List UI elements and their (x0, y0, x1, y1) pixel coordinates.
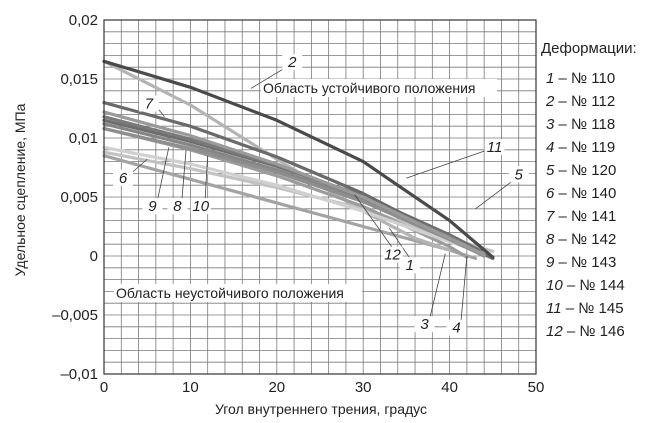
y-tick-label: –0,005 (52, 307, 98, 324)
x-tick-label: 50 (528, 379, 545, 396)
legend-title: Деформации: (541, 40, 637, 57)
curve-leader-11 (406, 145, 499, 179)
legend-number: 4 (546, 139, 559, 156)
curve-label-2: 2 (287, 54, 297, 71)
plot-frame (103, 19, 537, 375)
curve-leader-9 (155, 147, 170, 206)
legend-text: – № 118 (559, 116, 616, 133)
legend-text: – № 110 (559, 70, 616, 87)
legend-text: – № 146 (567, 323, 625, 340)
legend-entry-10: 10 – № 144 (546, 277, 625, 294)
legend-number: 1 (546, 70, 559, 87)
legend-entry-1: 1 – № 110 (546, 70, 615, 87)
curve-leader-3 (428, 253, 446, 324)
curve-label-11: 11 (487, 139, 503, 156)
curve-leader-10 (204, 155, 209, 206)
y-tick-label: 0,015 (60, 71, 98, 88)
curve-label-bg (138, 95, 159, 112)
y-tick-label: –0,01 (60, 366, 98, 383)
legend-text: – № 145 (566, 300, 624, 317)
x-tick-label: 10 (182, 379, 199, 396)
curve-label-6: 6 (119, 170, 128, 187)
x-tick-label: 40 (441, 379, 458, 396)
curve-label-8: 8 (173, 198, 182, 215)
curve-label-bg (113, 169, 134, 186)
unstable-region-label: Область неустойчивого положения (116, 285, 344, 301)
legend-entry-3: 3 – № 118 (546, 116, 615, 133)
legend-number: 10 (546, 277, 567, 294)
legend-entry-4: 4 – № 119 (546, 139, 615, 156)
legend-text: – № 120 (559, 162, 617, 179)
curve-label-12: 12 (384, 247, 401, 264)
curve-label-3: 3 (420, 316, 429, 333)
stable-region-bg (261, 79, 497, 97)
axes (103, 19, 537, 375)
curve-label-bg (282, 54, 303, 71)
curve-label-5: 5 (515, 166, 524, 183)
legend-text: – № 144 (567, 277, 625, 294)
curve-leader-12 (354, 194, 397, 254)
legend-number: 3 (546, 116, 559, 133)
curve-label-10: 10 (192, 198, 209, 215)
legend-number: 9 (546, 254, 559, 271)
curve-label-bg (399, 257, 420, 274)
x-tick-label: 30 (355, 379, 372, 396)
curve-label-bg (382, 246, 403, 263)
legend-text: – № 119 (559, 139, 616, 156)
legend-number: 2 (545, 93, 559, 110)
curve-label-bg (142, 198, 163, 215)
legend-entry-8: 8 – № 142 (546, 231, 616, 248)
legend-text: – № 141 (559, 208, 617, 225)
curve-label-bg (167, 198, 188, 215)
legend-number: 8 (546, 231, 559, 248)
legend-number: 6 (546, 185, 559, 202)
legend-entry-2: 2 – № 112 (545, 93, 615, 110)
legend-text: – № 143 (559, 254, 617, 271)
x-tick-label: 0 (100, 379, 108, 396)
curve-label-bg (414, 316, 435, 333)
legend-text: – № 142 (559, 231, 617, 248)
curve-label-7: 7 (145, 96, 154, 113)
legend-number: 5 (546, 162, 559, 179)
legend-number: 11 (546, 300, 566, 317)
x-axis-label: Угол внутреннего трения, градус (215, 401, 427, 417)
legend-entry-7: 7 – № 141 (546, 208, 616, 225)
legend-entry-6: 6 – № 140 (546, 185, 616, 202)
legend-number: 12 (546, 323, 567, 340)
curve-label-bg (484, 139, 505, 156)
series-lines (102, 59, 495, 260)
y-tick-labels: 0,02 0,015 0,01 0,005 0 –0,005 –0,01 (52, 12, 98, 383)
stable-region-label: Область устойчивого положения (263, 80, 476, 96)
legend-text: – № 112 (559, 93, 616, 110)
legend-number: 7 (546, 208, 559, 225)
x-tick-label: 20 (268, 379, 285, 396)
curve-label-bg (446, 319, 467, 336)
y-axis-label: Удельное сцепление, МПа (12, 103, 28, 276)
series-line-12 (102, 110, 486, 257)
legend-entry-9: 9 – № 143 (546, 254, 616, 271)
x-tick-labels: 0 10 20 30 40 50 (100, 379, 545, 396)
curve-label-1: 1 (406, 257, 414, 274)
legend-entry-11: 11 – № 145 (546, 300, 624, 317)
y-tick-label: 0,02 (69, 12, 98, 29)
series-line-11 (102, 59, 495, 259)
curve-label-4: 4 (452, 320, 460, 337)
y-tick-label: 0 (90, 248, 98, 265)
legend-text: – № 140 (559, 185, 617, 202)
curve-label-bg (190, 198, 211, 215)
y-tick-label: 0,01 (69, 130, 98, 147)
series-line-1 (102, 154, 478, 260)
y-tick-label: 0,005 (60, 189, 98, 206)
curve-leader-4 (460, 255, 468, 327)
curve-label-bg (508, 166, 529, 183)
legend-entry-5: 5 – № 120 (546, 162, 616, 179)
unstable-region-bg (114, 284, 362, 302)
legend-entry-12: 12 – № 146 (546, 323, 625, 340)
curve-label-9: 9 (148, 198, 157, 215)
curve-leader-8 (181, 149, 187, 206)
